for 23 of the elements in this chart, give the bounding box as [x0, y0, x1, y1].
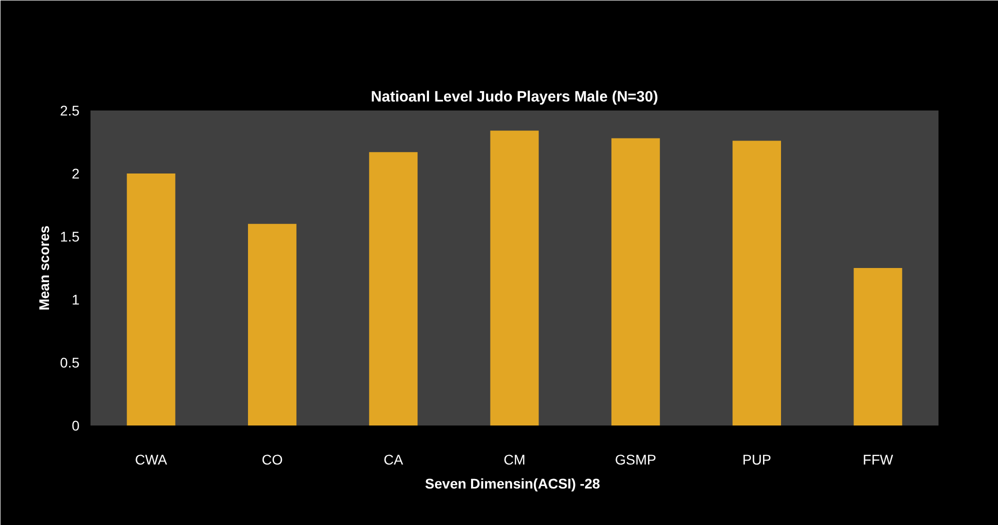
x-tick-label: FFW — [862, 452, 894, 468]
x-tick-label: CWA — [135, 452, 168, 468]
x-tick-label: CM — [504, 452, 526, 468]
bar — [611, 138, 660, 426]
x-tick-label: CA — [384, 452, 404, 468]
x-tick-label: CO — [262, 452, 283, 468]
x-tick-label: PUP — [742, 452, 772, 468]
x-tick-label: GSMP — [615, 452, 656, 468]
y-tick-label: 1.5 — [60, 228, 80, 244]
y-tick-label: 0.5 — [60, 354, 80, 370]
y-tick-label: 2.5 — [60, 102, 80, 118]
bar — [854, 268, 902, 426]
chart-title: Natioanl Level Judo Players Male (N=30) — [370, 88, 658, 106]
x-axis-title: Seven Dimensin(ACSI) -28 — [425, 476, 600, 492]
bar — [248, 224, 296, 426]
y-axis-title: Mean scores — [36, 225, 52, 310]
bar — [369, 152, 418, 426]
bar — [126, 174, 176, 426]
bar — [732, 140, 782, 426]
y-tick-label: 0 — [72, 418, 80, 434]
bar — [490, 130, 539, 426]
y-tick-label: 2 — [72, 166, 80, 182]
y-tick-label: 1 — [72, 292, 80, 308]
